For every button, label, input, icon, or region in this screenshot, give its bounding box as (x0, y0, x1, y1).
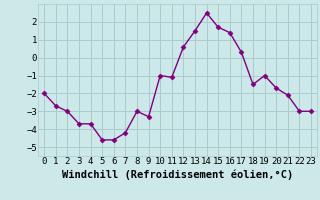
X-axis label: Windchill (Refroidissement éolien,°C): Windchill (Refroidissement éolien,°C) (62, 169, 293, 180)
